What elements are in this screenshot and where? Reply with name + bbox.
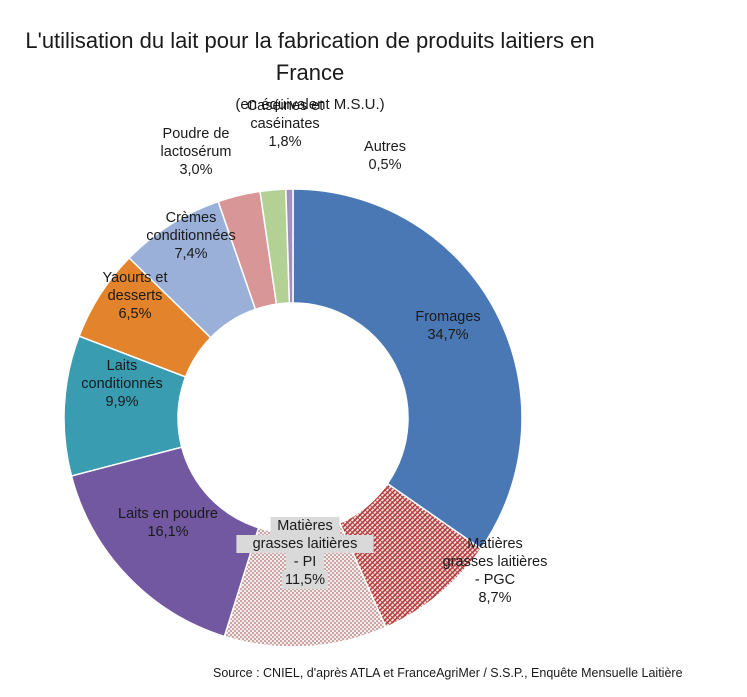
slice-value-label: 6,5% xyxy=(118,306,151,322)
slice-name-label: lactosérum xyxy=(161,144,232,160)
slice-label-4: Laits conditionnés 9,9% xyxy=(81,358,162,410)
slice-label-9: Autres 0,5% xyxy=(364,139,406,173)
slice-value-label: 8,7% xyxy=(478,590,511,606)
slice-3 xyxy=(70,446,260,638)
slice-9 xyxy=(285,188,294,304)
slice-name-label: caséinates xyxy=(250,116,319,132)
slice-label-8: Caséines et caséinates 1,8% xyxy=(247,98,324,150)
slice-name-label: Matières xyxy=(277,518,333,534)
slice-name-label: Laits xyxy=(107,358,138,374)
slice-name-label: Fromages xyxy=(415,309,480,325)
slice-name-label: Yaourts et xyxy=(102,270,167,286)
donut-slices xyxy=(63,188,523,648)
slice-name-label: Laits en poudre xyxy=(118,506,218,522)
slice-label-5: Yaourts et desserts 6,5% xyxy=(102,270,167,322)
chart-title: L'utilisation du lait pour la fabricatio… xyxy=(0,25,620,121)
slice-name-label: Matières xyxy=(467,536,523,552)
chart-title-line: L'utilisation du lait pour la fabricatio… xyxy=(25,28,595,85)
slice-labels: Fromages 34,7% Matières grasses laitières - … xyxy=(81,98,547,606)
slice-value-label: 0,5% xyxy=(368,157,401,173)
slice-name-label: - PGC xyxy=(475,572,515,588)
slice-value-label: 16,1% xyxy=(147,524,188,540)
slice-name-label: Autres xyxy=(364,139,406,155)
slice-label-3: Laits en poudre 16,1% xyxy=(118,506,218,540)
slice-label-1: Matières grasses laitières - PGC 8,7% xyxy=(443,536,548,606)
label-bg xyxy=(285,553,325,571)
slice-name-label: grasses laitières xyxy=(253,536,358,552)
slice-label-7: Poudre de lactosérum 3,0% xyxy=(161,126,232,178)
slice-value-label: 1,8% xyxy=(268,134,301,150)
slice-0 xyxy=(292,188,523,550)
slice-label-0: Fromages 34,7% xyxy=(415,309,480,343)
slice-name-label: Crèmes xyxy=(166,210,217,226)
label-bg xyxy=(270,517,340,535)
slice-value-label: 3,0% xyxy=(179,162,212,178)
slice-name-label: Caséines et xyxy=(247,98,324,114)
slice-value-label: 7,4% xyxy=(174,246,207,262)
slice-label-2: Matières grasses laitières - PI 11,5% xyxy=(236,517,374,589)
slice-name-label: conditionnés xyxy=(81,376,162,392)
slice-name-label: grasses laitières xyxy=(443,554,548,570)
slice-label-6: Crèmes conditionnées 7,4% xyxy=(146,210,236,262)
source-note: Source : CNIEL, d'après ATLA et FranceAg… xyxy=(213,666,683,680)
slice-name-label: desserts xyxy=(108,288,163,304)
slice-name-label: Poudre de xyxy=(163,126,230,142)
label-bg xyxy=(282,571,328,589)
chart-subtitle: (en équivalent M.S.U.) xyxy=(235,96,385,113)
slice-name-label: conditionnées xyxy=(146,228,236,244)
slice-value-label: 11,5% xyxy=(285,572,325,588)
donut-chart: Fromages 34,7% Matières grasses laitières - … xyxy=(63,98,547,648)
slice-value-label: 34,7% xyxy=(427,327,468,343)
label-bg xyxy=(236,535,374,553)
slice-name-label: - PI xyxy=(294,554,317,570)
slice-value-label: 9,9% xyxy=(105,394,138,410)
